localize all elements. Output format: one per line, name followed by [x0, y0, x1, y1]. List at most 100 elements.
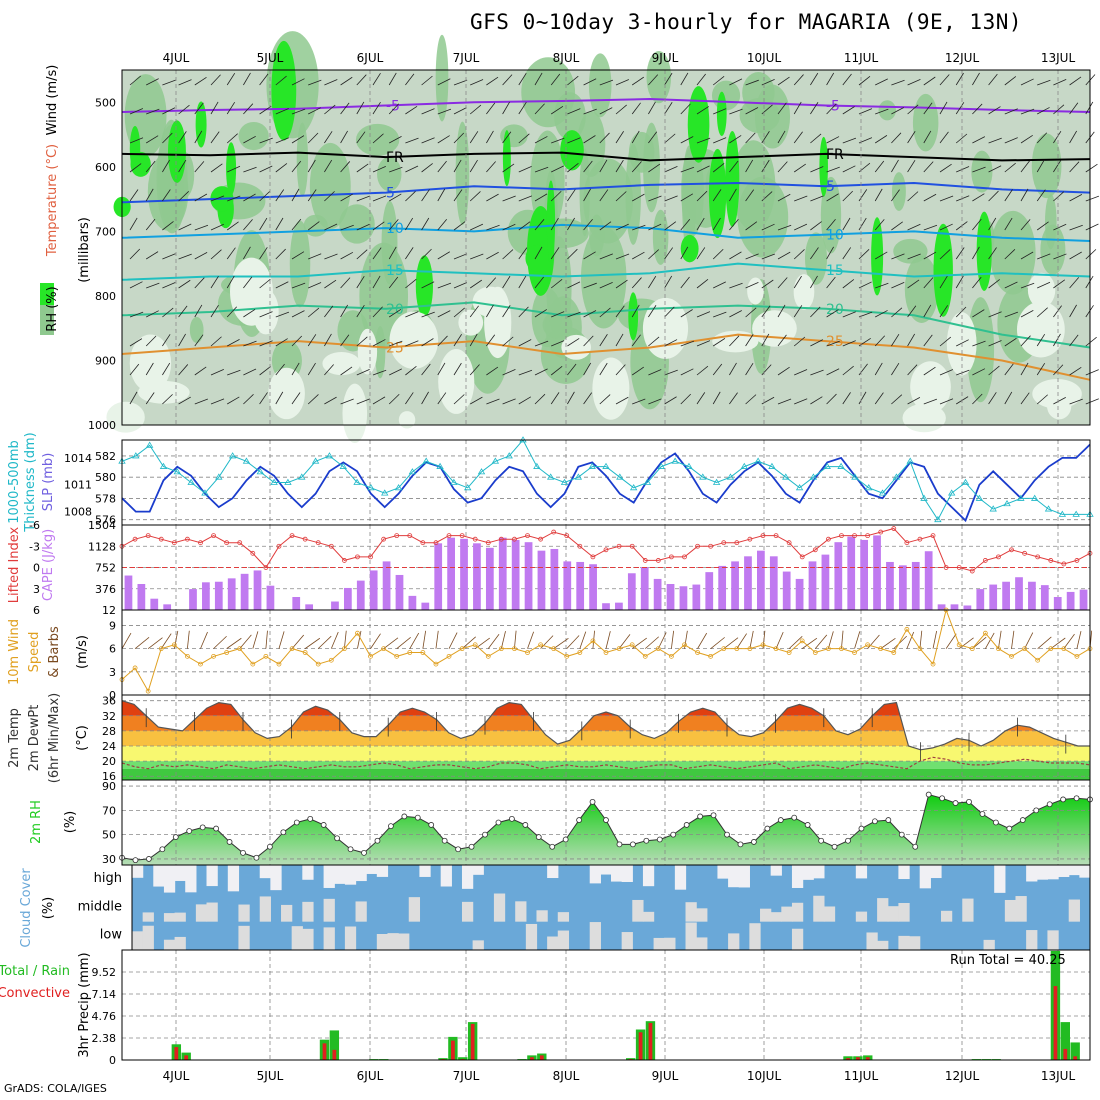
- temp-line: [121, 700, 1090, 751]
- wind-speed-point: [198, 661, 203, 667]
- precip-conv-bar: [648, 1023, 653, 1060]
- wind-speed-point: [982, 630, 988, 636]
- wind-barb: [372, 339, 386, 347]
- lifted-index-point: [904, 540, 910, 546]
- cape-bar: [447, 537, 455, 610]
- cloud-cell: [813, 895, 825, 922]
- lifted-index-point: [250, 550, 256, 556]
- wind-speed-point: [525, 650, 530, 655]
- cloud-cell: [547, 865, 559, 879]
- rh-patch: [583, 158, 634, 244]
- wind-barb: [239, 634, 252, 649]
- thickness-point: [491, 457, 500, 464]
- cloud-cell: [983, 939, 995, 950]
- wind-barb: [956, 166, 970, 173]
- wind-speed-line: [121, 608, 1091, 693]
- rh-point: [293, 819, 300, 826]
- rh-point: [1073, 795, 1080, 802]
- wind-speed-point: [773, 646, 779, 652]
- rh-point: [213, 825, 220, 832]
- wind-barb: [939, 275, 948, 289]
- wind-barb: [874, 219, 885, 231]
- rh-patch: [1031, 133, 1062, 199]
- cape-bar: [356, 580, 365, 610]
- thickness-point: [173, 468, 182, 475]
- cloud-cell: [238, 904, 250, 922]
- cloud-cell: [994, 865, 1006, 893]
- wind-barb: [906, 631, 915, 649]
- rh-point: [280, 829, 287, 836]
- wind-barb: [583, 218, 593, 231]
- wind-barb: [469, 333, 478, 347]
- wind-barb: [356, 369, 370, 376]
- wind-barb: [723, 637, 739, 649]
- isotherm-label: 5: [386, 186, 395, 202]
- thickness-point: [740, 462, 748, 469]
- wind-barb: [340, 161, 351, 173]
- wind-barb: [421, 363, 431, 376]
- wind-barb: [579, 631, 587, 649]
- wind-barb: [252, 631, 259, 649]
- wind-barb: [453, 159, 462, 173]
- wind-barb: [583, 251, 596, 260]
- wind-barb: [745, 189, 755, 202]
- tick-label: 900: [95, 354, 116, 367]
- cloud-cell: [674, 865, 687, 890]
- cape-bar: [434, 543, 443, 610]
- wind-barb: [275, 137, 289, 144]
- wind-barb: [810, 166, 824, 173]
- wind-barb: [453, 334, 462, 347]
- wind-barb: [955, 133, 968, 144]
- wind-barb: [421, 217, 430, 231]
- date-label: 13JUL: [1041, 1069, 1076, 1083]
- wind-barb: [972, 340, 986, 347]
- rh-point: [320, 822, 327, 828]
- cloud-cell: [823, 906, 836, 922]
- lifted-index-point: [629, 543, 635, 549]
- wind-barb: [275, 248, 286, 260]
- wind-barb: [550, 106, 564, 115]
- wind-barb: [907, 131, 916, 144]
- wind-barb: [615, 191, 627, 202]
- rh-point: [979, 811, 986, 817]
- wind-barb: [599, 362, 608, 376]
- wind-barb: [145, 160, 156, 173]
- wind-barb: [1037, 107, 1050, 115]
- wind-barb: [567, 391, 575, 405]
- wind-barb: [923, 304, 932, 318]
- wind-barb: [761, 159, 770, 173]
- lifted-index-point: [734, 540, 740, 546]
- wind-barb: [842, 247, 852, 260]
- rh-patch: [628, 292, 639, 341]
- thickness-point: [325, 452, 334, 459]
- wind-barb: [502, 275, 511, 289]
- cape-bar: [227, 578, 236, 610]
- wind-barb: [777, 161, 788, 173]
- rh-point: [374, 837, 381, 844]
- wind-barb: [405, 311, 419, 318]
- wind-speed-point: [760, 642, 766, 648]
- wind-barb: [972, 193, 985, 202]
- thickness-point: [367, 484, 375, 491]
- lifted-index-line: [121, 527, 1091, 572]
- wind-barb: [793, 249, 805, 260]
- date-label: 8JUL: [553, 51, 580, 65]
- lifted-index-point: [708, 543, 714, 549]
- wind-barb: [567, 75, 579, 86]
- cape-bar: [873, 535, 881, 610]
- wind-barb: [599, 159, 608, 173]
- wind-barb: [194, 224, 209, 231]
- thickness-point: [311, 457, 320, 464]
- wind-barb: [632, 193, 645, 202]
- rh-point: [266, 843, 273, 850]
- date-label: 12JUL: [945, 51, 980, 65]
- wind-barb: [810, 275, 818, 289]
- wind-barb: [1050, 637, 1066, 649]
- wind-barb: [502, 398, 516, 405]
- wind-barb: [259, 191, 271, 202]
- lifted-index-point: [224, 540, 230, 546]
- wind-barb: [145, 218, 156, 231]
- rh-point: [240, 849, 246, 856]
- cloud-cell: [259, 865, 271, 879]
- rh-patch: [628, 131, 655, 173]
